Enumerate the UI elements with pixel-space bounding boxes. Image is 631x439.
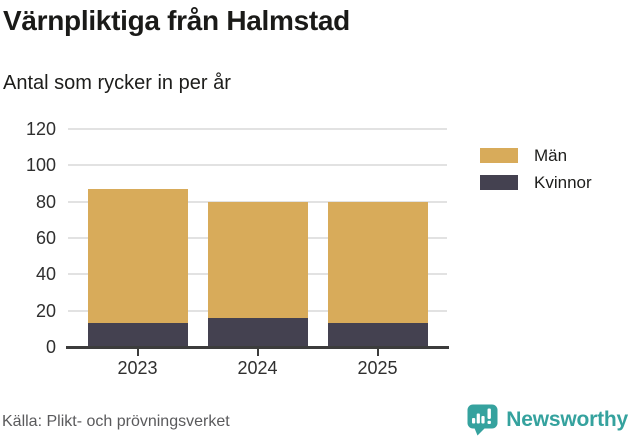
gridline (68, 164, 447, 167)
legend-item-kvinnor: Kvinnor (480, 172, 592, 192)
y-axis-tick-label: 60 (35, 228, 56, 248)
legend-swatch-män (480, 148, 518, 163)
legend-item-män: Män (480, 145, 592, 165)
x-axis-tick-mark (136, 349, 139, 356)
logo-bar-tall (476, 413, 481, 424)
x-axis-tick-label: 2023 (117, 358, 158, 378)
source-caption: Källa: Plikt- och prövningsverket (2, 413, 230, 430)
y-axis-tick-label: 0 (45, 337, 56, 357)
x-axis-line (66, 345, 449, 349)
logo-exclamation-dot (487, 420, 492, 424)
chart-subtitle: Antal som rycker in per år (3, 72, 231, 94)
page-title: Värnpliktiga från Halmstad (3, 5, 350, 36)
newsworthy-speech-bubble-icon (467, 404, 498, 436)
newsworthy-wordmark: Newsworthy (506, 408, 628, 431)
bar-segment-kvinnor-2023 (87, 323, 188, 347)
newsworthy-logo: Newsworthy (467, 404, 628, 436)
legend-label-kvinnor: Kvinnor (534, 172, 592, 192)
logo-bar-short (472, 418, 476, 424)
legend-label-män: Män (534, 145, 568, 165)
bar-segment-män-2025 (327, 201, 428, 324)
y-axis-tick-label: 40 (35, 264, 56, 285)
x-axis-tick-mark (376, 349, 379, 356)
bar-segment-kvinnor-2025 (327, 323, 428, 347)
y-axis-tick-label: 80 (35, 191, 56, 212)
y-axis-tick-label: 20 (35, 300, 56, 321)
gridline (68, 128, 447, 130)
x-axis-tick-mark (256, 349, 259, 356)
y-axis-tick-label: 120 (25, 119, 56, 139)
logo-bar-medium (481, 416, 485, 424)
bar-segment-män-2023 (87, 188, 188, 324)
chart-legend: Män Kvinnor (480, 145, 592, 202)
x-axis-tick-label: 2025 (357, 358, 398, 378)
y-axis-tick-label: 100 (25, 155, 56, 176)
bar-segment-män-2024 (207, 201, 308, 318)
bar-segment-kvinnor-2024 (207, 317, 308, 347)
logo-exclamation-stroke (487, 408, 492, 419)
legend-swatch-kvinnor (480, 175, 518, 190)
x-axis-tick-label: 2024 (237, 358, 278, 378)
